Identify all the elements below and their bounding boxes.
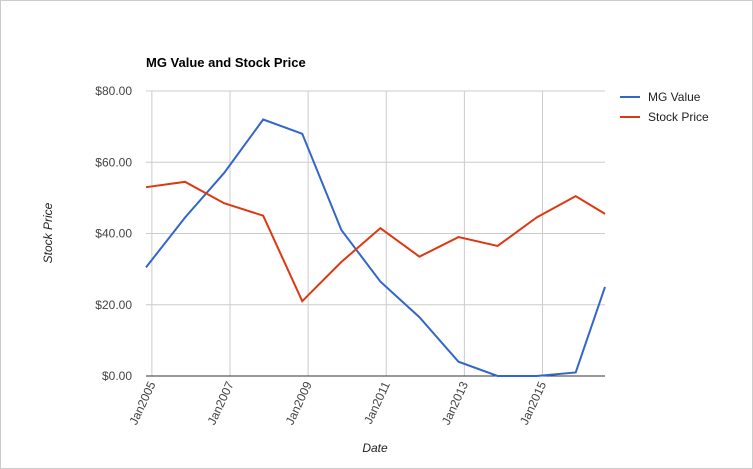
y-axis-title: Stock Price: [41, 202, 55, 263]
legend-label: Stock Price: [648, 110, 709, 124]
x-axis-title: Date: [362, 441, 388, 455]
y-tick-label: $20.00: [95, 298, 132, 312]
y-tick-label: $0.00: [102, 369, 132, 383]
series-line: [145, 180, 606, 303]
series-line: [145, 118, 606, 377]
y-tick-label: $80.00: [95, 84, 132, 98]
y-tick-label: $40.00: [95, 227, 132, 241]
y-tick-label: $60.00: [95, 155, 132, 169]
chart-title: MG Value and Stock Price: [146, 55, 306, 70]
legend-label: MG Value: [648, 90, 701, 104]
